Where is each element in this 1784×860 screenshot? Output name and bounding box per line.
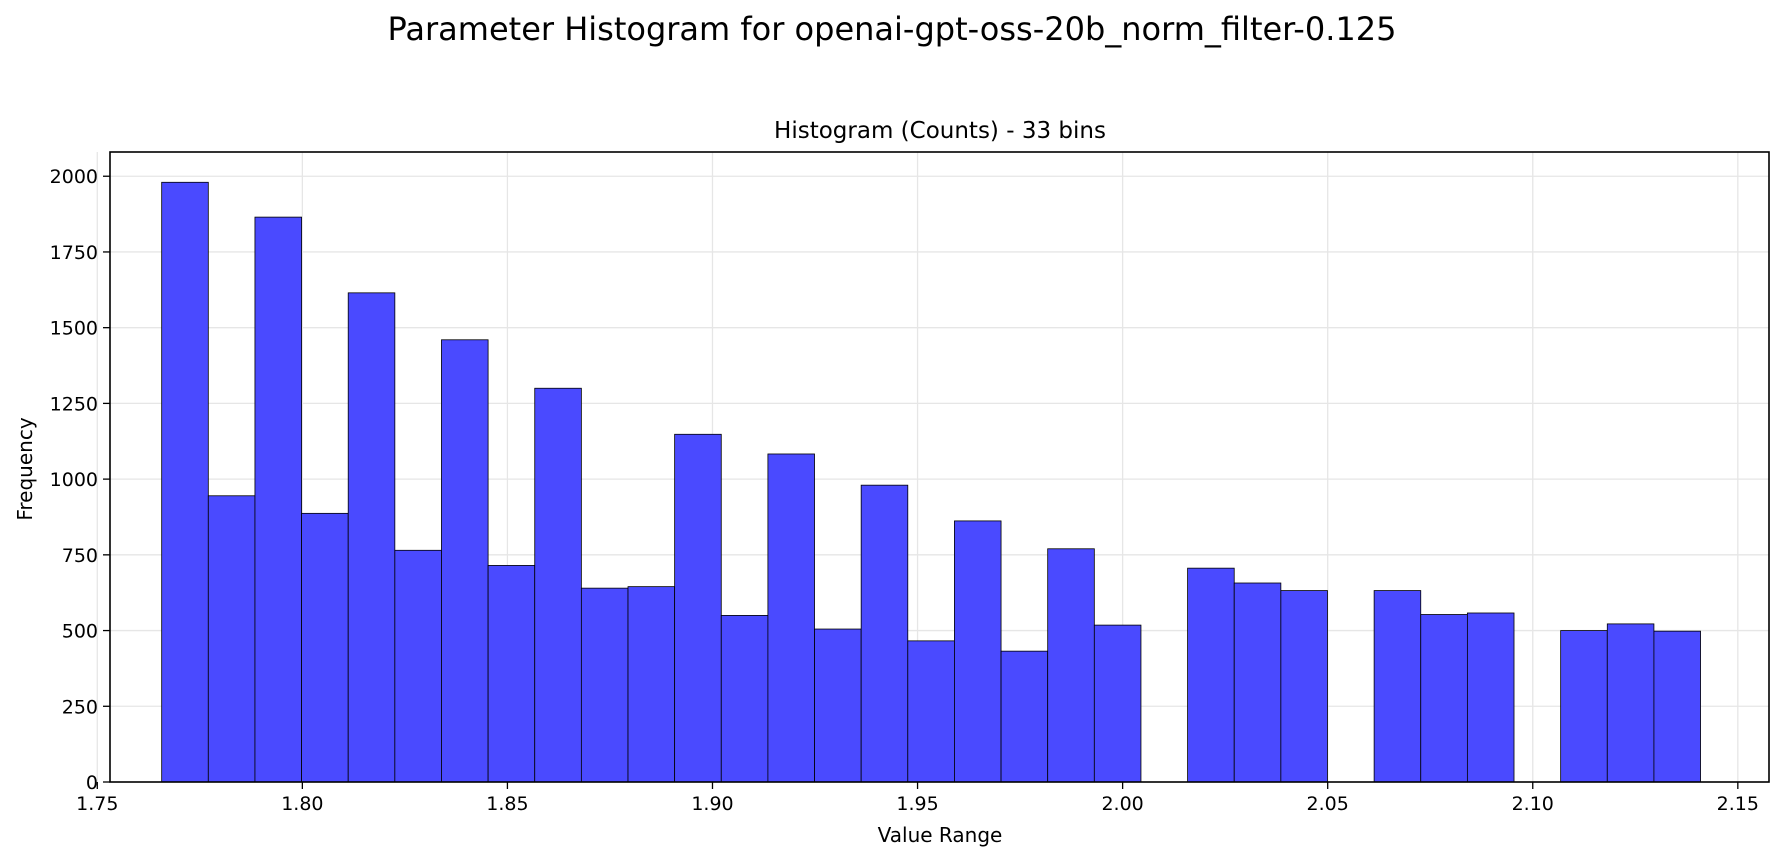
x-tick-label: 2.10 <box>1512 793 1554 815</box>
x-tick-label: 1.85 <box>486 793 528 815</box>
x-tick-label: 2.00 <box>1101 793 1143 815</box>
y-axis-ticks: 0 250 500 750 1000 1250 1500 1750 2000 <box>50 166 110 794</box>
plot-area-frame <box>109 151 1770 783</box>
histogram-bar <box>1233 582 1282 783</box>
x-tick-label: 1.95 <box>896 793 938 815</box>
histogram-bar <box>1187 567 1235 783</box>
x-tick-label: 1.90 <box>691 793 733 815</box>
histogram-bar <box>1373 590 1422 783</box>
x-tick-label: 1.75 <box>76 793 118 815</box>
histogram-bar <box>347 292 396 783</box>
x-axis-label: Value Range <box>878 823 1003 847</box>
histogram-bar <box>534 387 582 783</box>
chart-subtitle: Histogram (Counts) - 33 bins <box>774 118 1106 144</box>
histogram-bar <box>1606 623 1655 783</box>
histogram-bar <box>1466 612 1515 783</box>
histogram-bar <box>954 520 1002 783</box>
histogram-bar <box>441 339 489 783</box>
y-tick-label: 1500 <box>50 318 98 340</box>
histogram-bar <box>394 549 442 783</box>
histogram-bar <box>1000 650 1049 783</box>
histogram-bar <box>254 216 302 783</box>
histogram-bar <box>580 587 629 783</box>
histogram-bar <box>1560 630 1608 783</box>
histogram-bar <box>674 433 722 783</box>
histogram-bar <box>301 512 349 783</box>
histogram-bar <box>207 495 256 783</box>
histogram-bar <box>1420 614 1468 783</box>
histogram-bar <box>767 453 815 783</box>
x-tick-label: 1.80 <box>281 793 323 815</box>
y-tick-label: 1750 <box>50 242 98 264</box>
y-tick-label: 750 <box>62 545 98 567</box>
y-tick-label: 500 <box>62 621 98 643</box>
y-axis-label: Frequency <box>13 417 37 520</box>
histogram-bar <box>907 640 955 783</box>
histogram-bar <box>1653 630 1701 783</box>
histogram-bar <box>487 565 536 783</box>
x-tick-label: 2.15 <box>1717 793 1759 815</box>
histogram-bar <box>860 484 909 783</box>
histogram-bars <box>161 181 1701 783</box>
histogram-bar <box>161 181 209 783</box>
y-tick-label: 0 <box>86 772 98 794</box>
x-axis-ticks: 1.75 1.80 1.85 1.90 1.95 2.00 2.05 2.10 2.15 <box>76 782 1759 815</box>
histogram-bar <box>720 615 769 783</box>
histogram-bar <box>627 586 676 783</box>
y-tick-label: 250 <box>62 696 98 718</box>
y-tick-label: 2000 <box>50 166 98 188</box>
histogram-bar <box>1093 624 1142 783</box>
histogram-bar <box>1047 548 1095 783</box>
histogram-bar <box>1280 590 1328 783</box>
chart-title: Parameter Histogram for openai-gpt-oss-2… <box>388 10 1397 48</box>
histogram-bar <box>814 628 862 783</box>
y-tick-label: 1250 <box>50 393 98 415</box>
x-tick-label: 2.05 <box>1307 793 1349 815</box>
y-tick-label: 1000 <box>50 469 98 491</box>
